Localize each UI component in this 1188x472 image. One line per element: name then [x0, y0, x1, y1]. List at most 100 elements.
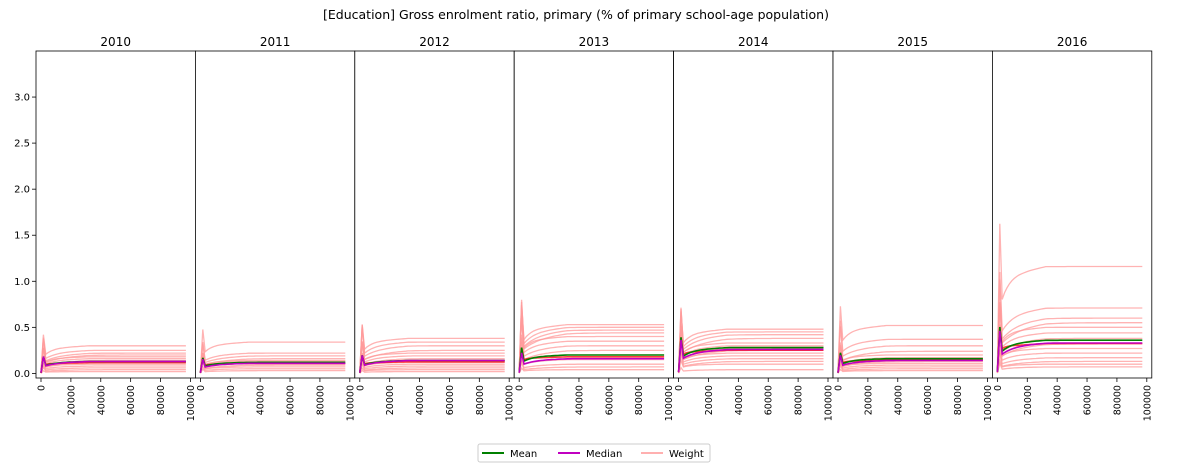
legend-label-median: Median: [586, 449, 622, 460]
median-line: [518, 352, 665, 373]
weight-line: [40, 334, 186, 373]
weight-line: [518, 316, 665, 372]
weight-line: [837, 368, 983, 374]
median-line: [996, 330, 1143, 372]
weight-line: [40, 361, 186, 374]
y-tick-label: 2.0: [14, 185, 30, 196]
x-tick-label: 60000: [764, 385, 775, 415]
weight-line: [677, 350, 824, 373]
weight-line: [996, 344, 1143, 373]
x-tick-label: 40000: [734, 385, 745, 415]
x-tick-label: 100000: [664, 385, 675, 421]
weight-line: [677, 358, 824, 374]
weight-line: [996, 352, 1143, 373]
mean-line: [518, 347, 665, 373]
x-tick-label: 100000: [824, 385, 835, 421]
y-tick-label: 2.5: [14, 139, 30, 150]
mean-line: [677, 337, 824, 373]
panel-frame: [992, 50, 1153, 379]
weight-line: [837, 361, 983, 374]
x-tick-label: 80000: [953, 385, 964, 415]
x-tick-label: 80000: [315, 385, 326, 415]
weight-line: [996, 358, 1143, 374]
panel-title: 2012: [419, 35, 450, 49]
weight-line: [996, 223, 1143, 369]
weight-line: [996, 279, 1143, 371]
weight-line: [518, 334, 665, 373]
weight-line: [359, 324, 505, 372]
weight-line: [199, 341, 346, 373]
x-tick-label: 60000: [604, 385, 615, 415]
weight-line: [677, 326, 824, 373]
weight-line: [518, 318, 665, 372]
x-tick-label: 100000: [345, 385, 356, 421]
weight-line: [199, 329, 346, 372]
x-tick-label: 40000: [1053, 385, 1064, 415]
x-tick-label: 40000: [893, 385, 904, 415]
weight-line: [40, 347, 186, 373]
x-tick-label: 100000: [505, 385, 516, 421]
x-tick-label: 60000: [923, 385, 934, 415]
weight-line: [996, 348, 1143, 373]
panel-2016: 2016 0 20000 40000 60000 80000 100000: [992, 35, 1153, 421]
weight-line: [837, 306, 983, 372]
x-tick-label: 0: [355, 385, 366, 391]
weight-line: [359, 343, 505, 373]
x-tick-label: 60000: [126, 385, 137, 415]
weight-line: [199, 360, 346, 374]
weight-line: [996, 271, 1143, 371]
panel-title: 2016: [1057, 35, 1088, 49]
x-tick-label: 100000: [1142, 385, 1153, 421]
x-tick-label: 20000: [545, 385, 556, 415]
x-tick-label: 60000: [445, 385, 456, 415]
weight-line: [359, 324, 505, 372]
panel-title: 2013: [579, 35, 610, 49]
weight-line: [996, 304, 1143, 372]
weight-line: [199, 365, 346, 374]
weight-line: [678, 366, 824, 374]
panel-frame: [354, 50, 515, 379]
weight-line: [518, 299, 665, 372]
weight-line: [677, 309, 824, 372]
weight-line: [837, 356, 983, 373]
panel-title: 2015: [897, 35, 928, 49]
median-line: [40, 356, 186, 373]
x-tick-label: 40000: [256, 385, 267, 415]
weight-line: [837, 320, 983, 372]
weight-line: [359, 369, 505, 374]
weight-line: [677, 311, 824, 372]
y-tick-label: 1.0: [14, 277, 30, 288]
y-tick-label: 0.5: [14, 323, 30, 334]
weight-line: [837, 354, 983, 373]
legend: Mean Median Weight: [477, 443, 711, 463]
weight-line: [518, 304, 665, 372]
chart-title: [Education] Gross enrolment ratio, prima…: [323, 7, 829, 22]
legend-frame: [477, 443, 711, 463]
x-tick-label: 0: [834, 385, 845, 391]
weight-line: [40, 348, 186, 373]
panel-title: 2014: [738, 35, 769, 49]
weight-line: [518, 337, 665, 373]
y-tick-label: 3.0: [14, 93, 30, 104]
weight-line: [837, 359, 983, 374]
x-tick-label: 40000: [415, 385, 426, 415]
weight-line: [40, 369, 186, 374]
weight-line: [359, 367, 505, 374]
panel-2014: 2014 0 20000 40000 60000 80000 100000: [673, 35, 835, 421]
panel-2010: 2010 0 20000 40000 60000 80000 100000 0.0 0.5 1.0…: [14, 35, 197, 421]
x-tick-label: 0: [993, 385, 1004, 391]
x-tick-label: 0: [515, 385, 526, 391]
weight-line: [359, 341, 505, 373]
panel-2012: 2012 0 20000 40000 60000 80000 100000: [354, 35, 516, 421]
panel-2013: 2013 0 20000 40000 60000 80000 100000: [513, 35, 675, 421]
median-line: [837, 355, 983, 373]
weight-line: [40, 338, 186, 373]
x-tick-label: 80000: [634, 385, 645, 415]
median-line: [677, 339, 824, 373]
weight-line: [677, 352, 824, 373]
weight-line: [837, 342, 983, 373]
weight-line: [677, 307, 824, 372]
weight-line: [677, 324, 824, 372]
x-tick-label: 60000: [286, 385, 297, 415]
mean-line: [199, 357, 346, 373]
